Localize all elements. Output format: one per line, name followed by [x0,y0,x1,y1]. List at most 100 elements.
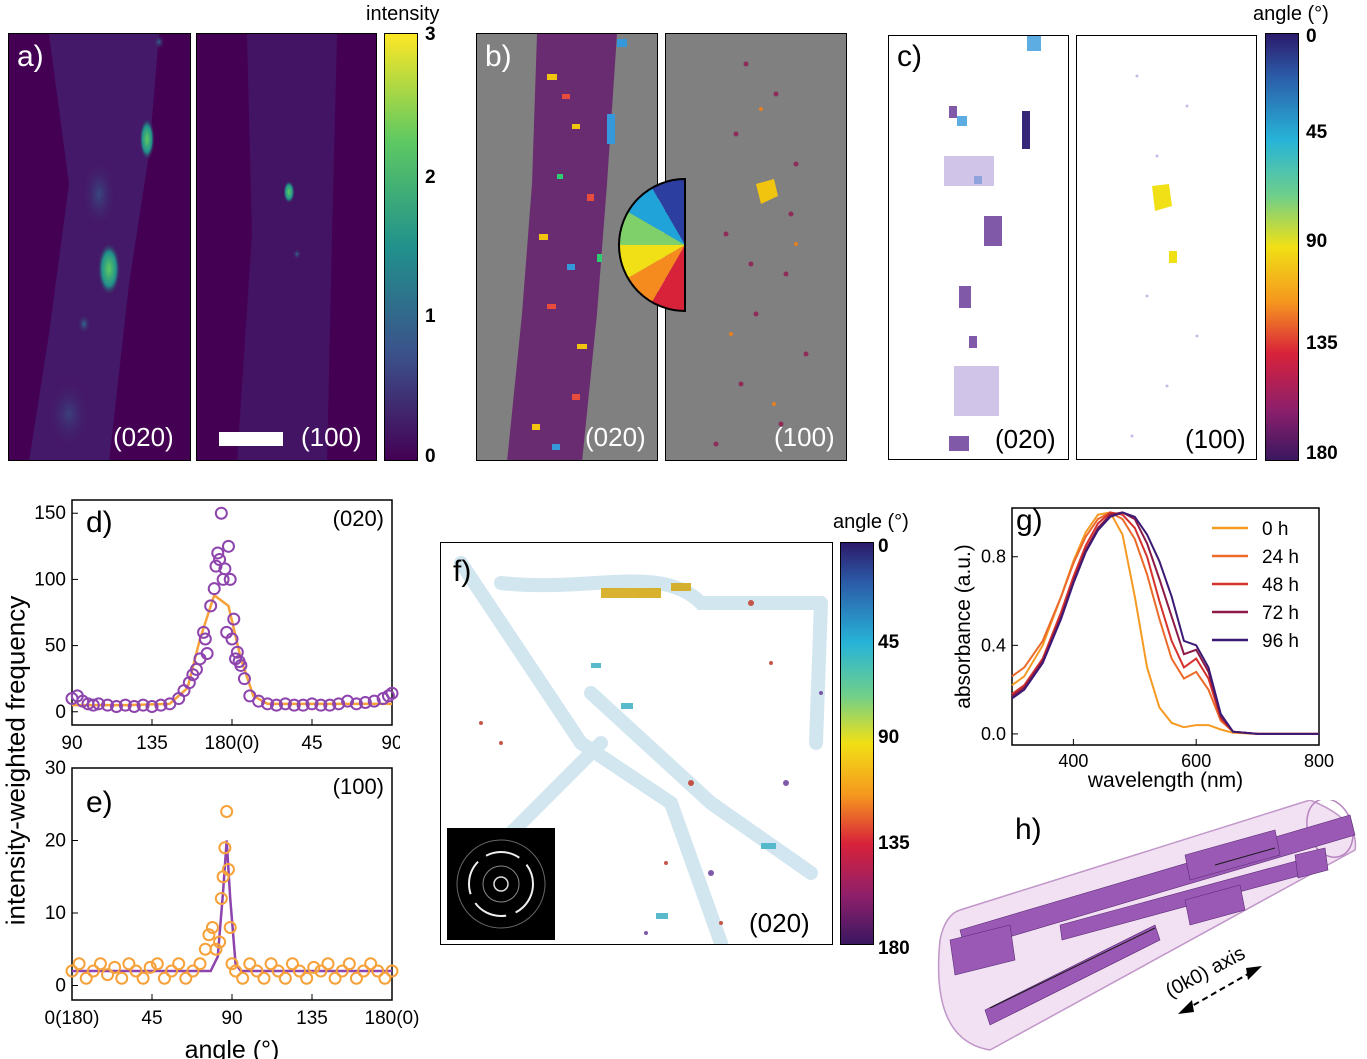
x-tick-label: 800 [1304,751,1334,771]
scale-bar [219,432,283,446]
data-point [296,698,310,712]
data-point [269,698,283,712]
data-point [115,971,129,985]
data-point [321,957,335,971]
x-tick-label: 90 [221,1008,242,1029]
panel-b-label: b) [485,40,512,73]
data-point [371,964,385,978]
data-point [300,971,314,985]
data-point [213,935,227,949]
plot-frame [71,499,393,726]
chart-e: 0(180) 45 90 135 180(0) 0 10 20 30 (100) angle (°) [45,760,420,1059]
data-point [198,632,212,646]
angle-f-tick-90: 90 [878,727,900,748]
data-point [364,957,378,971]
panel-a-reflection-020: (020) [113,422,174,452]
panel-b-reflection-020: (020) [585,422,646,452]
data-point [209,559,223,573]
data-point [225,632,239,646]
x-tick-label: 90 [61,733,82,754]
x-tick-label: 45 [301,733,322,754]
data-point [204,599,218,613]
chart-title: (100) [333,774,384,799]
data-point [314,964,328,978]
panel-e-label: e) [86,786,113,819]
data-point [385,964,399,978]
data-point [93,957,107,971]
data-point [122,957,136,971]
shared-ylabel: intensity-weighted frequency [0,595,31,926]
fit-line [72,840,392,973]
legend-label: 0 h [1262,519,1288,540]
data-point [172,957,186,971]
data-point [92,697,106,711]
data-point [342,957,356,971]
data-point [278,971,292,985]
panel-h-label: h) [1015,813,1042,846]
data-point [214,506,228,520]
data-point [220,805,234,818]
x-tick-label: 135 [296,1008,328,1029]
data-point [221,863,235,876]
panel-f-label: f) [453,555,472,588]
angle-c-tick-180: 180 [1306,443,1338,464]
data-point [165,964,179,978]
data-point [202,928,216,942]
data-point [287,698,301,712]
data-point [145,699,159,713]
legend-label: 96 h [1262,631,1299,652]
orientation-overlay-f [454,556,828,944]
legend-label: 24 h [1262,547,1299,568]
data-point [186,964,200,978]
color-wheel-icon [618,177,686,313]
data-point [305,697,319,711]
data-point [349,971,363,985]
panel-c-image-020: c) (020) [888,35,1069,460]
x-axis-label: wavelength (nm) [1087,769,1243,792]
panel-c-reflection-100: (100) [1185,424,1246,454]
x-tick-label: 0(180) [45,1008,100,1029]
y-tick-label: 0.4 [981,635,1006,655]
data-point [357,964,371,978]
angle-colorbar-c-title: angle (°) [1253,3,1329,25]
data-point [234,658,248,672]
data-point [198,942,212,956]
y-tick-label: 20 [45,831,66,852]
series-line [1011,511,1319,735]
y-tick-label: 30 [45,760,66,779]
axis-arrow [1178,966,1262,1014]
data-point [79,971,93,985]
data-point [108,960,122,974]
data-point [109,699,123,713]
orientation-overlay-020 [944,36,1041,451]
panel-f-image: f) (020) [440,542,833,945]
data-point [293,964,307,978]
y-tick-label: 0 [55,976,66,997]
data-point [236,971,250,985]
angle-f-tick-180: 180 [878,938,910,959]
panel-g-label: g) [1016,504,1043,537]
data-point [243,957,257,971]
x-tick-label: 135 [136,733,168,754]
data-point [335,964,349,978]
intensity-map-100 [237,34,337,460]
data-point [367,694,381,708]
data-point [209,942,223,956]
data-point [227,612,241,626]
angle-colorbar-f-title: angle (°) [833,511,909,533]
angle-f-tick-0: 0 [878,536,889,557]
data-point [200,647,214,661]
x-tick-label: 180(0) [365,1008,420,1029]
orientation-overlay-100 [1130,74,1199,438]
chart-d: 90 135 180(0) 45 90 0 50 100 150 (020) [34,499,400,754]
data-point [341,694,355,708]
plot-frame [1011,507,1320,746]
intensity-colorbar-title: intensity [366,3,440,25]
y-tick-label: 0 [55,702,66,723]
panel-b-reflection-100: (100) [774,422,835,452]
data-point [237,672,251,686]
data-point [72,957,86,971]
panel-d-label: d) [86,506,113,539]
data-point [213,553,227,567]
data-point [118,698,132,712]
